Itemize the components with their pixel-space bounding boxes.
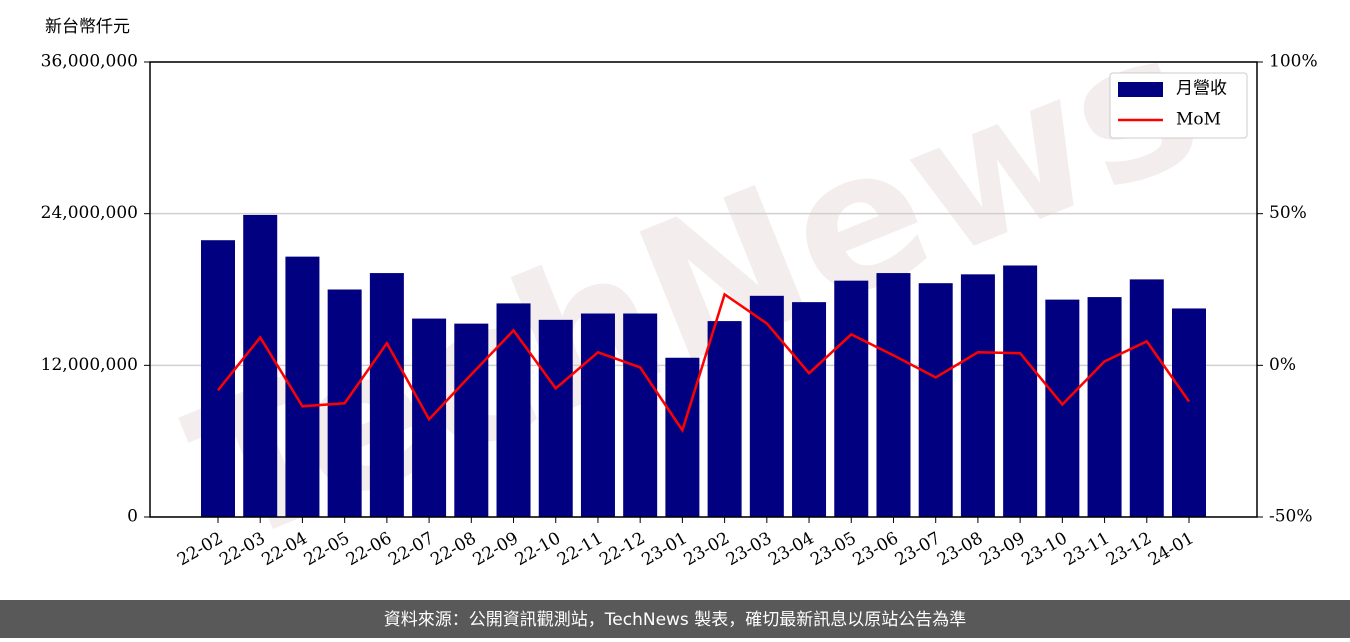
y-tick-label: 24,000,000 xyxy=(41,203,138,223)
x-tick-label: 23-11 xyxy=(1061,528,1113,570)
bar xyxy=(1003,265,1038,517)
plot-frame xyxy=(149,61,1258,518)
x-tick-label: 23-12 xyxy=(1103,528,1155,570)
x-tick-label: 23-10 xyxy=(1018,528,1070,570)
bar xyxy=(1045,299,1080,517)
y2-tick-label: 0% xyxy=(1269,355,1296,375)
x-tick-label: 22-09 xyxy=(470,528,522,570)
bar xyxy=(960,274,995,517)
x-tick-label: 23-02 xyxy=(681,528,733,570)
bar xyxy=(792,302,827,517)
bar xyxy=(1172,308,1206,517)
footer-bar xyxy=(0,600,1350,638)
bar xyxy=(243,214,278,518)
x-tick-label: 23-04 xyxy=(765,528,817,570)
bar xyxy=(201,240,235,518)
bar xyxy=(707,321,742,517)
x-tick-label: 23-09 xyxy=(976,528,1028,570)
line xyxy=(217,292,1191,434)
x-tick-label: 23-01 xyxy=(638,528,690,570)
bar xyxy=(918,283,953,517)
x-tick-label: 24-01 xyxy=(1145,528,1197,570)
x-tick-label: 22-12 xyxy=(596,528,648,570)
x-tick-label: 23-08 xyxy=(934,528,986,570)
footer: 資料來源：公開資訊觀測站，TechNews 製表，確切最新訊息以原站公告為準 xyxy=(384,610,966,630)
x-tick-label: 22-02 xyxy=(174,528,226,570)
bar xyxy=(580,313,615,517)
legend-label: MoM xyxy=(1176,110,1221,130)
x-tick-label: 23-07 xyxy=(892,528,944,570)
y2-tick-label: -50% xyxy=(1269,507,1313,527)
y-tick-label: 36,000,000 xyxy=(41,52,138,72)
y2-tick-label: 100% xyxy=(1269,52,1318,72)
bar xyxy=(876,273,911,517)
bar xyxy=(538,319,573,517)
bar xyxy=(496,303,531,517)
legend-swatch xyxy=(1118,82,1163,97)
bar xyxy=(454,323,489,517)
y-tick-label: 12,000,000 xyxy=(41,355,138,375)
x-tick-label: 22-07 xyxy=(385,528,437,570)
y-tick-label: 0 xyxy=(127,507,138,527)
bar xyxy=(369,273,404,517)
bar xyxy=(749,295,784,517)
legend-label: 月營收 xyxy=(1176,79,1227,99)
bar xyxy=(623,313,658,517)
x-tick-label: 22-08 xyxy=(427,528,479,570)
x-tick-label: 23-06 xyxy=(850,528,902,570)
y2-tick-label: 50% xyxy=(1269,203,1307,223)
x-tick-label: 22-10 xyxy=(512,528,564,570)
bar xyxy=(1129,279,1164,517)
bar xyxy=(834,280,869,517)
bar xyxy=(665,357,700,517)
x-tick-label: 22-11 xyxy=(554,528,606,570)
bar xyxy=(1087,297,1122,517)
x-tick-label: 23-05 xyxy=(807,528,859,570)
x-tick-label: 23-03 xyxy=(723,528,775,570)
y-axis-label: 新台幣仟元 xyxy=(45,17,130,37)
